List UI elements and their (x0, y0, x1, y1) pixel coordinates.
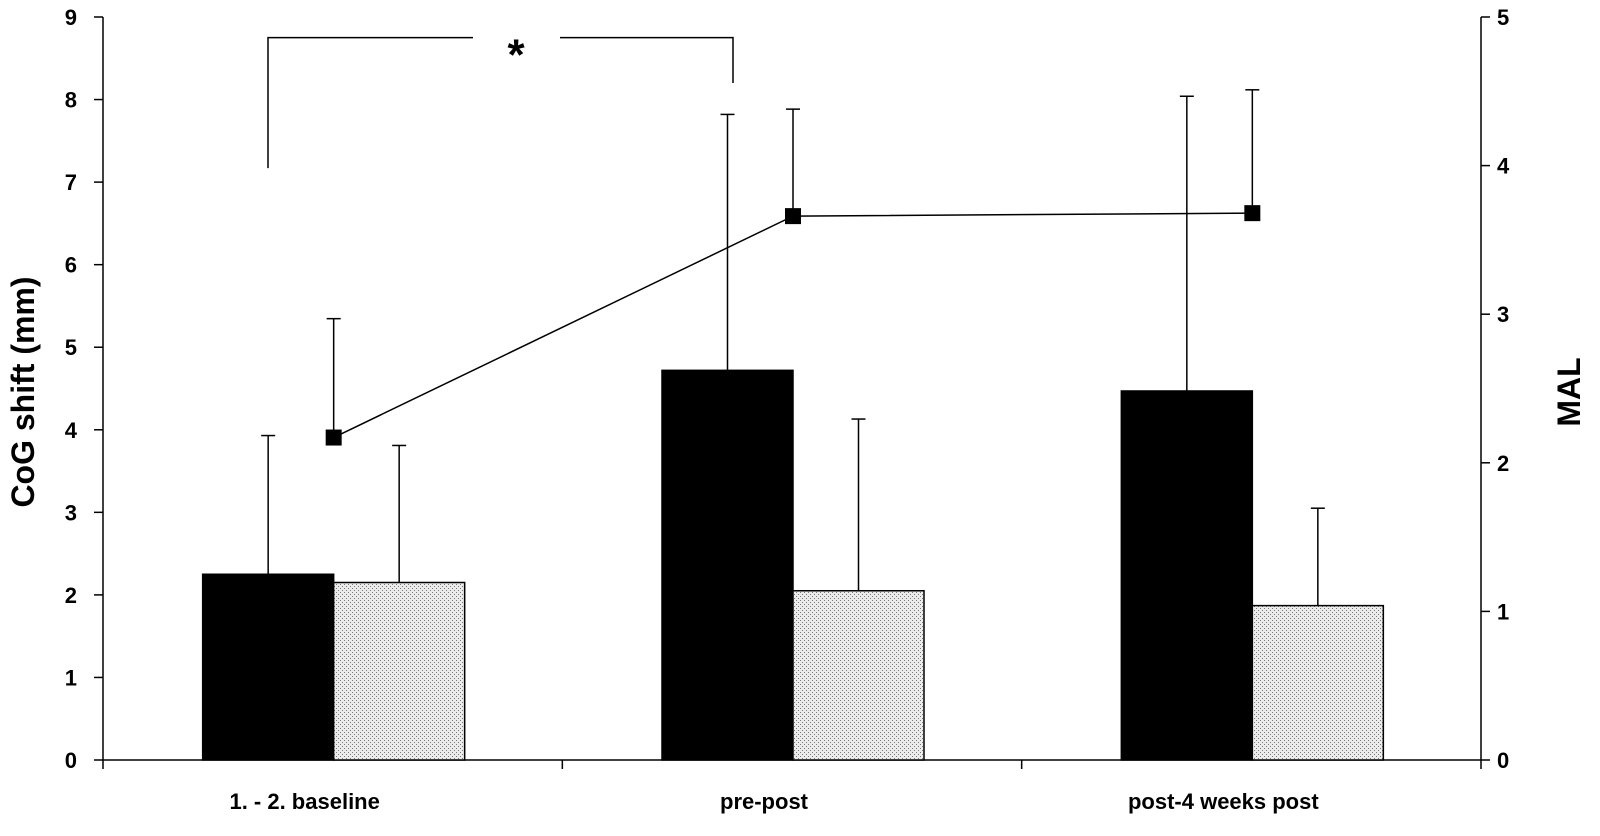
y2-axis-title: MAL (1551, 357, 1587, 426)
mal-point (1244, 205, 1261, 222)
significance-star: * (507, 31, 525, 80)
x-tick-label: post-4 weeks post (1128, 789, 1319, 814)
y2-tick-label: 4 (1497, 154, 1510, 179)
y2-tick-label: 3 (1497, 302, 1509, 327)
bar (1120, 390, 1254, 761)
y-tick-label: 4 (65, 418, 78, 443)
y-tick-label: 5 (65, 335, 77, 360)
y-tick-label: 7 (65, 170, 77, 195)
bracket-left (267, 36, 473, 169)
significance-annotation: * (267, 31, 734, 169)
y-tick-label: 3 (65, 500, 77, 525)
bar (661, 369, 794, 761)
x-tick-label: 1. - 2. baseline (229, 789, 379, 814)
y-tick-label: 1 (65, 665, 77, 690)
bar (201, 573, 335, 761)
y-tick-label: 0 (65, 748, 77, 773)
y-axis-title: CoG shift (mm) (5, 276, 41, 507)
bars (201, 95, 1385, 761)
y2-tick-label: 0 (1497, 748, 1509, 773)
mal-point (785, 208, 801, 225)
y-tick-label: 2 (65, 583, 77, 608)
y2-tick-label: 2 (1497, 451, 1509, 476)
bracket-right (560, 36, 734, 84)
mal-point (325, 429, 342, 446)
y2-tick-label: 1 (1497, 599, 1509, 624)
bar (1251, 604, 1385, 761)
mal-line (325, 89, 1261, 446)
y2-tick-label: 5 (1497, 5, 1509, 30)
y-tick-label: 9 (65, 5, 77, 30)
x-tick-label: pre-post (720, 789, 809, 814)
bar (332, 581, 466, 761)
bar (792, 590, 925, 761)
y-tick-label: 6 (65, 253, 77, 278)
y-tick-label: 8 (65, 88, 77, 113)
